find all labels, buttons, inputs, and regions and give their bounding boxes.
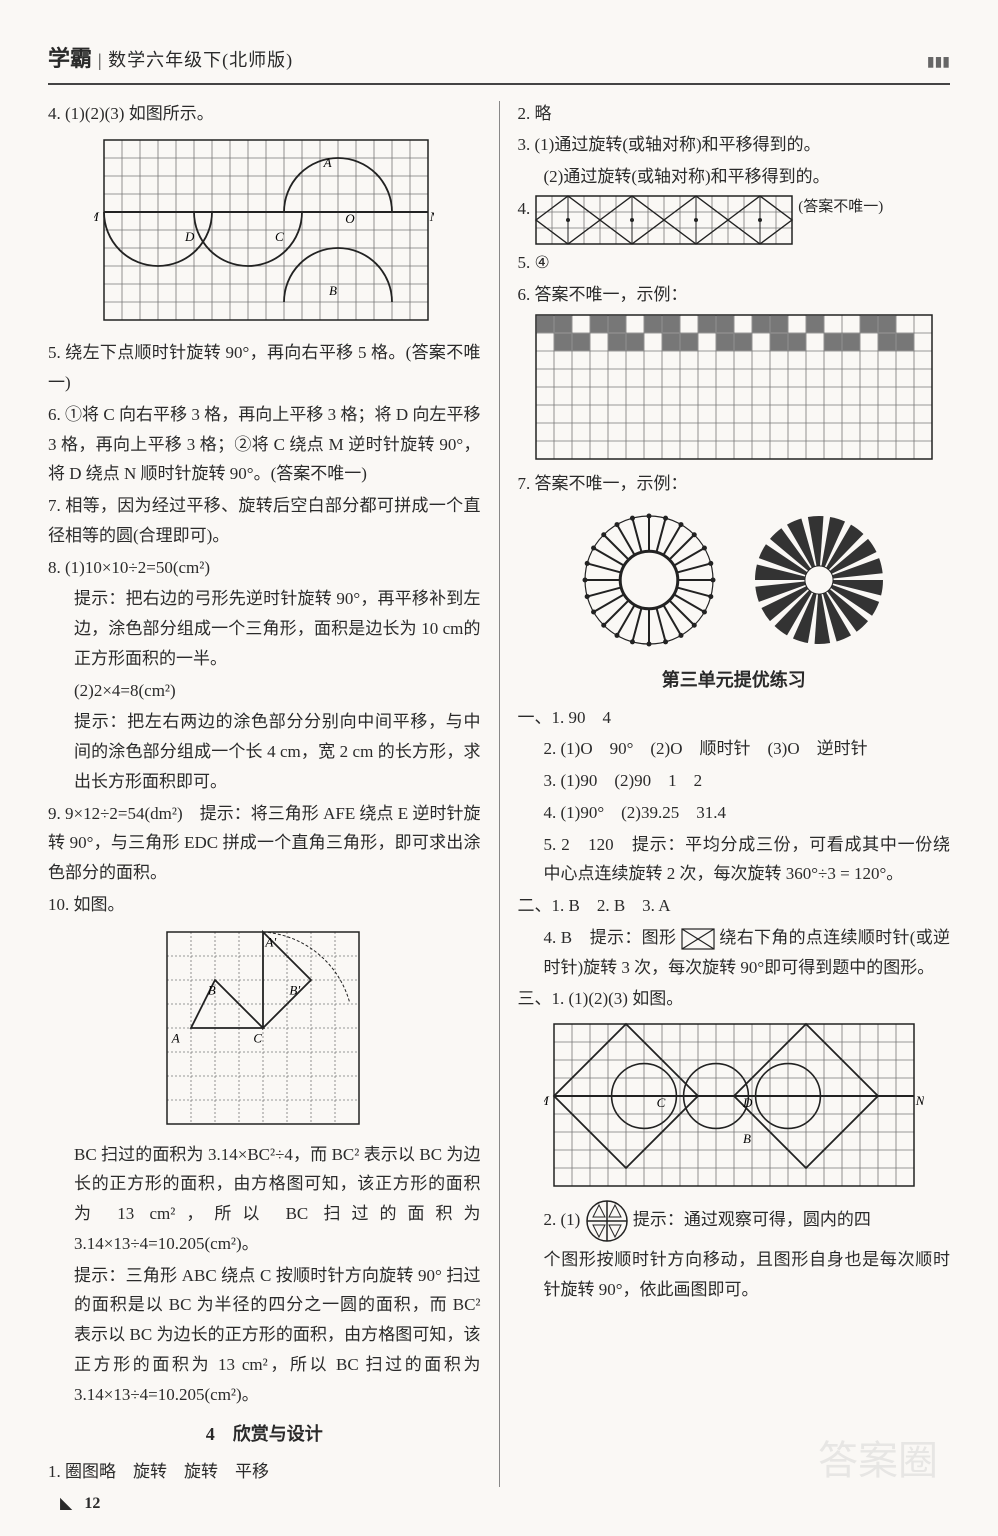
figure-8-grid: M N C D B bbox=[544, 1018, 924, 1193]
svg-text:B': B' bbox=[290, 982, 301, 997]
unit3-title: 第三单元提优练习 bbox=[518, 665, 951, 697]
figure-2-grid: A' B B' A C bbox=[159, 924, 369, 1134]
u3-3-1: 三、1. (1)(2)(3) 如图。 bbox=[518, 984, 951, 1014]
u3-3-2b: 提示：通过观察可得，圆内的四 bbox=[633, 1210, 871, 1229]
figure-4-pattern bbox=[534, 194, 794, 246]
r-q7: 7. 答案不唯一，示例： bbox=[518, 469, 951, 499]
section-4-title: 4 欣赏与设计 bbox=[48, 1419, 481, 1451]
r-q3b: (2)通过旋转(或轴对称)和平移得到的。 bbox=[518, 162, 951, 192]
q5: 5. 绕左下点顺时针旋转 90°，再向右平移 5 格。(答案不唯一) bbox=[48, 338, 481, 398]
svg-text:N: N bbox=[915, 1093, 924, 1108]
header-decoration: ▮▮▮ bbox=[927, 51, 950, 76]
page-header: 学霸 | 数学六年级下(北师版) ▮▮▮ bbox=[48, 40, 950, 85]
u3-3-2: 2. (1) 提示：通过观察可得，圆内的四 bbox=[518, 1199, 951, 1243]
q10c: 提示：三角形 ABC 绕点 C 按顺时针方向旋转 90° 扫过的面积是以 BC … bbox=[48, 1261, 481, 1410]
r-q2: 2. 略 bbox=[518, 99, 951, 129]
svg-text:C: C bbox=[656, 1095, 665, 1110]
u3-3-2a: 2. (1) bbox=[544, 1210, 581, 1229]
svg-text:C: C bbox=[275, 229, 284, 244]
s4-q1: 1. 圈图略 旋转 旋转 平移 bbox=[48, 1457, 481, 1487]
u3-2-1: 二、1. B 2. B 3. A bbox=[518, 891, 951, 921]
circle-quadrant-icon bbox=[585, 1199, 629, 1243]
u3-1-5: 5. 2 120 提示：平均分成三份，可看成其中一份绕中心点连续旋转 2 次，每… bbox=[518, 830, 951, 890]
r-q4-note: (答案不唯一) bbox=[798, 194, 883, 220]
brand-logo: 学霸 bbox=[48, 40, 92, 79]
u3-1-2: 2. (1)O 90° (2)O 顺时针 (3)O 逆时针 bbox=[518, 734, 951, 764]
q10a: 10. 如图。 bbox=[48, 890, 481, 920]
r-q4-label: 4. bbox=[518, 194, 531, 224]
hourglass-icon bbox=[681, 928, 715, 950]
page-footer: ◣ 12 bbox=[60, 1490, 100, 1518]
q8b: 提示：把右边的弓形先逆时针旋转 90°，再平移补到左边，涂色部分组成一个三角形，… bbox=[48, 584, 481, 673]
q9: 9. 9×12÷2=54(dm²) 提示：将三角形 AFE 绕点 E 逆时针旋转… bbox=[48, 799, 481, 888]
q8a: 8. (1)10×10÷2=50(cm²) bbox=[48, 553, 481, 583]
q4-label: 4. (1)(2)(3) 如图所示。 bbox=[48, 99, 481, 129]
q8c: (2)2×4=8(cm²) bbox=[48, 676, 481, 706]
svg-text:B: B bbox=[329, 283, 337, 298]
u3-1-3: 3. (1)90 (2)90 1 2 bbox=[518, 766, 951, 796]
q6: 6. ①将 C 向右平移 3 格，再向上平移 3 格；将 D 向左平移 3 格，… bbox=[48, 400, 481, 489]
svg-text:D: D bbox=[742, 1095, 753, 1110]
left-column: 4. (1)(2)(3) 如图所示。 A M N D C O B 5. 绕左下点顺时针旋转 … bbox=[48, 99, 481, 1489]
svg-text:B: B bbox=[743, 1131, 751, 1146]
u3-1-1: 一、1. 90 4 bbox=[518, 703, 951, 733]
q7: 7. 相等，因为经过平移、旋转后空白部分都可拼成一个直径相等的圆(合理即可)。 bbox=[48, 491, 481, 551]
svg-text:C: C bbox=[254, 1030, 263, 1045]
header-subtitle: | 数学六年级下(北师版) bbox=[98, 45, 293, 77]
u3-3-2c: 个图形按顺时针方向移动，且图形自身也是每次顺时针旋转 90°，依此画图即可。 bbox=[518, 1245, 951, 1305]
svg-text:A': A' bbox=[265, 934, 277, 949]
svg-text:N: N bbox=[429, 209, 434, 224]
r-q3a: 3. (1)通过旋转(或轴对称)和平移得到的。 bbox=[518, 130, 951, 160]
r-q5: 5. ④ bbox=[518, 248, 951, 278]
figure-1-grid: A M N D C O B bbox=[94, 132, 434, 332]
svg-text:O: O bbox=[345, 211, 355, 226]
figure-6-grid bbox=[534, 313, 934, 463]
r-q4-row: 4. (答案不唯一) bbox=[518, 194, 951, 246]
svg-text:B: B bbox=[208, 982, 216, 997]
r-q6: 6. 答案不唯一，示例： bbox=[518, 280, 951, 310]
u3-2-4a: 4. B 提示：图形 bbox=[544, 928, 677, 947]
svg-text:M: M bbox=[94, 209, 100, 224]
svg-text:D: D bbox=[184, 229, 195, 244]
column-divider bbox=[499, 101, 500, 1487]
svg-text:M: M bbox=[544, 1093, 550, 1108]
svg-text:A: A bbox=[171, 1030, 180, 1045]
figure-7a-radial bbox=[574, 505, 724, 655]
figure-7b-radial bbox=[744, 505, 894, 655]
q8d: 提示：把左右两边的涂色部分分别向中间平移，与中间的涂色部分组成一个长 4 cm，… bbox=[48, 707, 481, 796]
u3-1-4: 4. (1)90° (2)39.25 31.4 bbox=[518, 798, 951, 828]
footer-arrow-icon: ◣ bbox=[60, 1495, 72, 1512]
u3-2-4: 4. B 提示：图形 绕右下角的点连续顺时针(或逆时针)旋转 3 次，每次旋转 … bbox=[518, 923, 951, 983]
main-columns: 4. (1)(2)(3) 如图所示。 A M N D C O B 5. 绕左下点顺时针旋转 … bbox=[48, 99, 950, 1489]
svg-text:A: A bbox=[323, 155, 332, 170]
page-number: 12 bbox=[84, 1495, 100, 1512]
right-column: 2. 略 3. (1)通过旋转(或轴对称)和平移得到的。 (2)通过旋转(或轴对… bbox=[518, 99, 951, 1489]
q10b: BC 扫过的面积为 3.14×BC²÷4，而 BC² 表示以 BC 为边长的正方… bbox=[48, 1140, 481, 1259]
